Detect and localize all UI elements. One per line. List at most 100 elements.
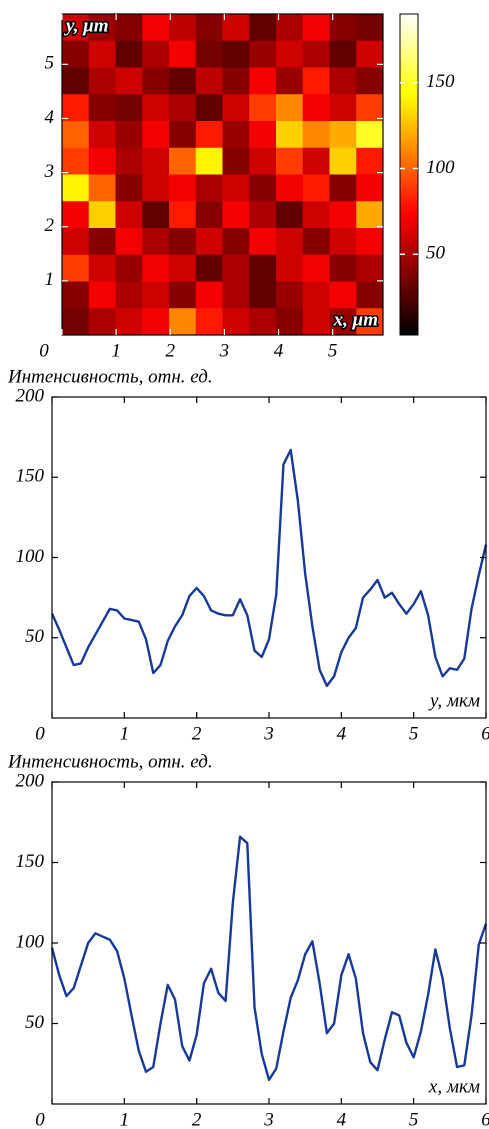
heatmap-cell bbox=[276, 201, 304, 229]
heatmap-cell bbox=[88, 281, 116, 309]
heatmap-cell bbox=[169, 228, 197, 256]
heatmap-cell bbox=[62, 121, 90, 149]
heatmap-cell bbox=[62, 14, 90, 42]
x-tick-label: 2 bbox=[166, 340, 176, 361]
heatmap-cell bbox=[276, 67, 304, 95]
heatmap-cell bbox=[142, 308, 170, 336]
y-tick-label: 200 bbox=[16, 770, 45, 791]
heatmap-cell bbox=[169, 308, 197, 336]
heatmap-cell bbox=[62, 147, 90, 175]
heatmap-cell bbox=[329, 281, 357, 309]
heatmap-cell bbox=[142, 254, 170, 282]
heatmap-cell bbox=[88, 174, 116, 202]
heatmap-cell bbox=[356, 281, 384, 309]
heatmap-cell bbox=[88, 14, 116, 42]
x-tick-label: 5 bbox=[409, 1109, 419, 1129]
heatmap-cell bbox=[329, 121, 357, 149]
heatmap-cell bbox=[249, 121, 277, 149]
heatmap-cell bbox=[356, 121, 384, 149]
heatmap-cell bbox=[222, 228, 250, 256]
heatmap-cell bbox=[169, 281, 197, 309]
heatmap-cell bbox=[142, 147, 170, 175]
heatmap-cell bbox=[115, 254, 143, 282]
heatmap-cell bbox=[356, 147, 384, 175]
heatmap-cell bbox=[302, 228, 330, 256]
heatmap-cell bbox=[329, 201, 357, 229]
y-axis-label: Интенсивность, отн. ед. bbox=[7, 366, 213, 387]
heatmap-cell bbox=[302, 121, 330, 149]
x-tick-label: 6 bbox=[481, 1109, 489, 1129]
heatmap-cell bbox=[302, 201, 330, 229]
y-tick-label: 50 bbox=[25, 626, 45, 647]
colorbar-tick-label: 50 bbox=[426, 243, 446, 264]
x-tick-label: 1 bbox=[120, 723, 130, 744]
heatmap-cell bbox=[169, 201, 197, 229]
heatmap-cell bbox=[62, 174, 90, 202]
heatmap-cell bbox=[222, 174, 250, 202]
heatmap-cell bbox=[222, 121, 250, 149]
heatmap-cell bbox=[169, 121, 197, 149]
y-tick-label: 4 bbox=[45, 107, 55, 128]
heatmap-cell bbox=[356, 94, 384, 122]
x-tick-label: 5 bbox=[409, 723, 419, 744]
heatmap-cell bbox=[195, 174, 223, 202]
heatmap-cell bbox=[62, 308, 90, 336]
heatmap-cell bbox=[222, 67, 250, 95]
heatmap-cell bbox=[195, 40, 223, 68]
heatmap-cell bbox=[195, 121, 223, 149]
heatmap-cell bbox=[62, 67, 90, 95]
heatmap-cell bbox=[356, 254, 384, 282]
heatmap-cell bbox=[195, 67, 223, 95]
heatmap-cell bbox=[142, 228, 170, 256]
heatmap-cell bbox=[142, 14, 170, 42]
heatmap-cell bbox=[142, 174, 170, 202]
y-tick-label: 100 bbox=[16, 546, 45, 567]
heatmap-cell bbox=[302, 14, 330, 42]
heatmap-cell bbox=[356, 228, 384, 256]
colorbar-tick-label: 100 bbox=[426, 157, 455, 178]
heatmap-cell bbox=[62, 281, 90, 309]
heatmap-cell bbox=[249, 308, 277, 336]
y-tick-label: 50 bbox=[25, 1012, 45, 1033]
heatmap-cell bbox=[222, 254, 250, 282]
heatmap-cell bbox=[356, 40, 384, 68]
y-tick-label: 200 bbox=[16, 385, 45, 406]
heatmap-cell bbox=[88, 254, 116, 282]
heatmap-cell bbox=[115, 40, 143, 68]
heatmap-cell bbox=[169, 40, 197, 68]
plot-frame bbox=[61, 13, 384, 336]
y-tick-label: 150 bbox=[16, 466, 45, 487]
x-tick-label: 5 bbox=[328, 340, 338, 361]
x-tick-label: 3 bbox=[219, 340, 230, 361]
heatmap-cell bbox=[302, 147, 330, 175]
x-tick-label: 0 bbox=[35, 723, 45, 744]
heatmap-cell bbox=[222, 281, 250, 309]
heatmap-cell bbox=[222, 201, 250, 229]
heatmap-cell bbox=[115, 121, 143, 149]
heatmap-cell bbox=[276, 94, 304, 122]
heatmap-cell bbox=[115, 147, 143, 175]
heatmap-cell bbox=[329, 174, 357, 202]
heatmap-cell bbox=[249, 281, 277, 309]
data-line bbox=[50, 835, 488, 1082]
x-tick-label: 4 bbox=[274, 340, 284, 361]
heatmap-cell bbox=[142, 281, 170, 309]
heatmap-cell bbox=[195, 308, 223, 336]
heatmap-cell bbox=[115, 281, 143, 309]
x-tick-label: 1 bbox=[120, 1109, 130, 1129]
heatmap-cell bbox=[62, 254, 90, 282]
heatmap-cell bbox=[302, 67, 330, 95]
heatmap-cell bbox=[302, 94, 330, 122]
heatmap-cell bbox=[276, 147, 304, 175]
heatmap-cell bbox=[276, 121, 304, 149]
heatmap-cell bbox=[222, 308, 250, 336]
y-tick-label: 1 bbox=[45, 269, 55, 290]
heatmap-cell bbox=[329, 254, 357, 282]
heatmap-cell bbox=[356, 308, 384, 336]
heatmap-cell bbox=[169, 254, 197, 282]
heatmap-cell bbox=[302, 254, 330, 282]
heatmap-cell bbox=[222, 94, 250, 122]
x-axis-label: x, мкм bbox=[428, 1076, 480, 1097]
heatmap-cell bbox=[88, 147, 116, 175]
heatmap-cell bbox=[249, 14, 277, 42]
